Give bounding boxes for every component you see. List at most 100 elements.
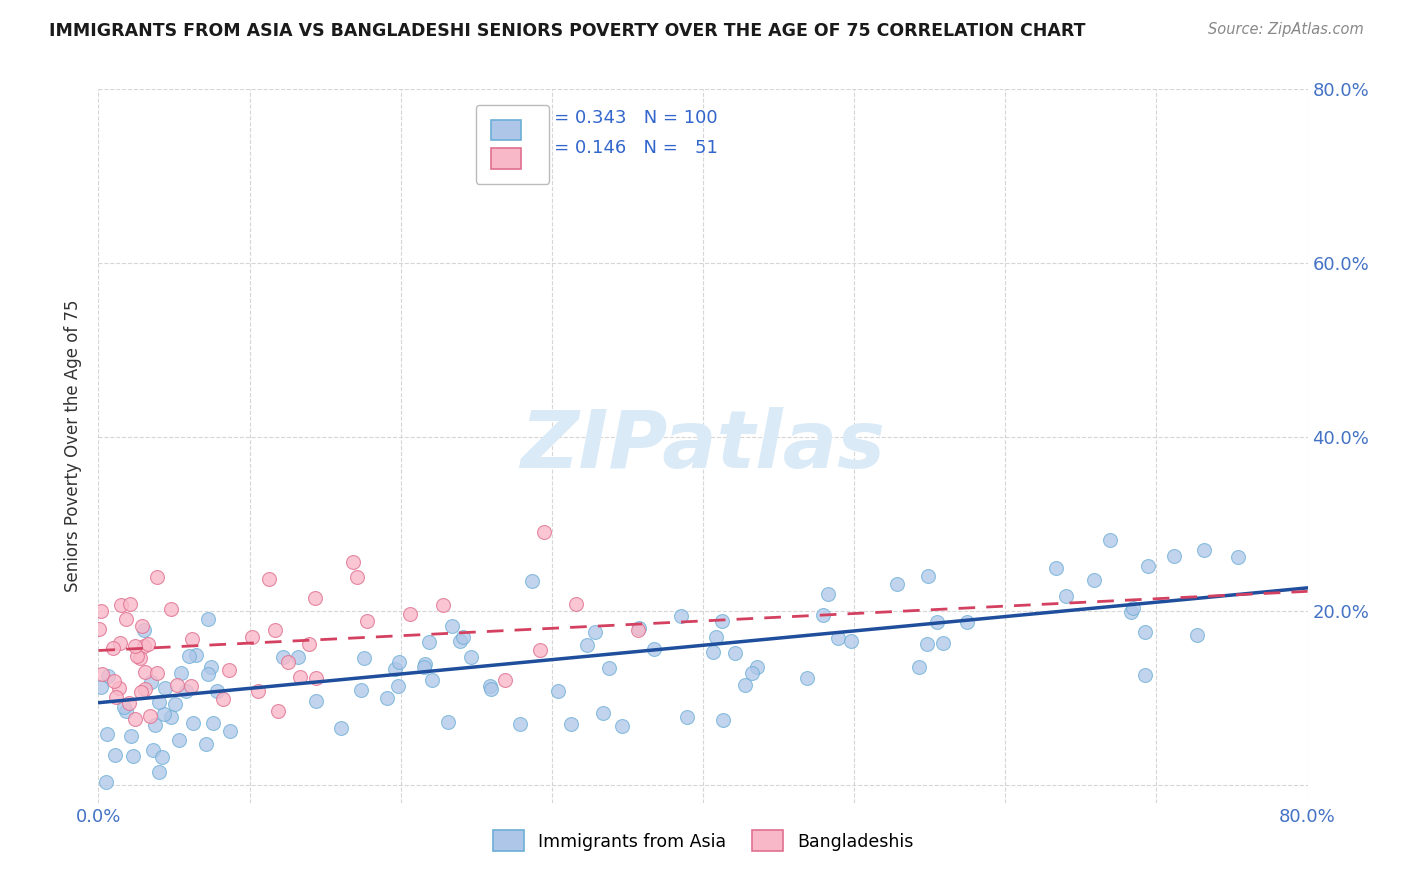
Point [479, 679, 502, 693]
Point [377, 690, 399, 705]
Point [342, 555, 364, 569]
Point [1119, 605, 1142, 619]
Point [643, 642, 665, 657]
Point [103, 747, 125, 762]
Point [108, 681, 131, 695]
Point [747, 660, 769, 674]
Point [436, 715, 458, 730]
Point [420, 673, 443, 687]
Point [329, 722, 352, 736]
Point [560, 716, 582, 731]
Point [246, 684, 269, 698]
Text: ZIPatlas: ZIPatlas [520, 407, 886, 485]
Point [741, 665, 763, 680]
Point [141, 674, 163, 689]
Point [197, 666, 219, 681]
Point [432, 598, 454, 612]
Point [724, 646, 747, 660]
Point [440, 619, 463, 633]
Point [134, 681, 156, 696]
Point [134, 623, 156, 637]
Point [711, 614, 734, 628]
Point [132, 639, 155, 653]
Point [346, 570, 368, 584]
Point [305, 671, 328, 685]
Point [565, 597, 588, 611]
Point [533, 524, 555, 539]
Point [122, 748, 145, 763]
Point [146, 570, 169, 584]
Point [120, 730, 142, 744]
Point [1133, 668, 1156, 682]
Point [907, 659, 929, 673]
Point [128, 650, 150, 665]
Point [131, 619, 153, 633]
Point [583, 625, 606, 640]
Point [174, 684, 197, 698]
Point [205, 684, 228, 698]
Point [304, 591, 326, 606]
Point [413, 657, 436, 672]
Point [1136, 559, 1159, 574]
Y-axis label: Seniors Poverty Over the Age of 75: Seniors Poverty Over the Age of 75 [65, 300, 83, 592]
Point [218, 723, 240, 738]
Point [181, 716, 204, 731]
Point [925, 615, 948, 629]
Point [200, 660, 222, 674]
Point [451, 630, 474, 644]
Point [110, 599, 132, 613]
Point [152, 706, 174, 721]
Point [547, 684, 569, 698]
Point [384, 662, 406, 676]
Point [817, 587, 839, 601]
Text: R = 0.146   N =   51: R = 0.146 N = 51 [536, 139, 718, 157]
Point [103, 674, 125, 689]
Point [120, 597, 142, 611]
Point [160, 602, 183, 616]
Point [886, 577, 908, 591]
Point [197, 612, 219, 626]
Point [711, 713, 734, 727]
Point [160, 709, 183, 723]
Point [627, 621, 650, 635]
Point [418, 634, 440, 648]
Point [388, 656, 411, 670]
Point [166, 678, 188, 692]
Point [153, 681, 176, 696]
Point [267, 704, 290, 718]
Point [242, 630, 264, 644]
Point [598, 661, 620, 675]
Point [115, 704, 138, 718]
Point [449, 634, 471, 648]
Point [124, 639, 146, 653]
Point [179, 649, 201, 664]
Point [131, 685, 153, 699]
Point [114, 612, 136, 626]
Point [592, 706, 614, 721]
Point [146, 665, 169, 680]
Point [1045, 561, 1067, 575]
Point [1122, 601, 1144, 615]
Point [257, 573, 280, 587]
Point [932, 636, 955, 650]
Legend: Immigrants from Asia, Bangladeshis: Immigrants from Asia, Bangladeshis [485, 823, 921, 858]
Point [112, 700, 135, 714]
Point [460, 649, 482, 664]
Point [509, 716, 531, 731]
Point [702, 645, 724, 659]
Point [839, 634, 862, 648]
Point [387, 679, 409, 693]
Point [124, 712, 146, 726]
Point [143, 718, 166, 732]
Point [610, 718, 633, 732]
Point [734, 678, 756, 692]
Point [915, 637, 938, 651]
Point [479, 681, 502, 696]
Point [96, 775, 118, 789]
Point [298, 637, 321, 651]
Point [218, 664, 240, 678]
Point [1226, 550, 1249, 565]
Point [1163, 549, 1185, 563]
Point [169, 665, 191, 680]
Point [575, 638, 598, 652]
